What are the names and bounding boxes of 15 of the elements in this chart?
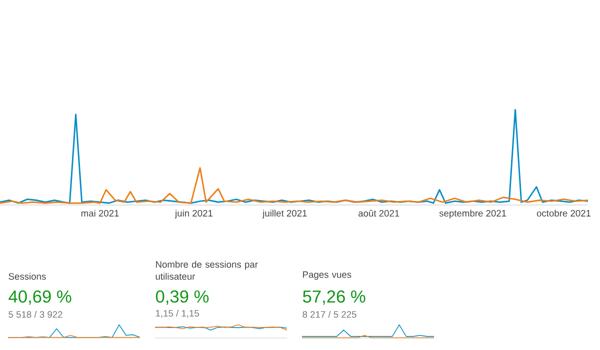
- text: 57,26 %: [302, 290, 366, 305]
- text: 8 217 / 5 225: [302, 310, 356, 318]
- text: 0,39 %: [156, 290, 209, 305]
- x-tick-label: mai 2021: [81, 210, 119, 217]
- text: 40,69 %: [8, 290, 72, 305]
- text: 1,15 / 1,15: [156, 310, 199, 318]
- x-tick-label: juillet 2021: [262, 210, 307, 218]
- chart-title: Sessions: [8, 272, 46, 280]
- x-tick-label: septembre 2021: [439, 210, 506, 218]
- text: 5 518 / 3 922: [8, 310, 62, 318]
- x-tick-label: octobre 2021: [536, 210, 591, 217]
- x-tick-label: juin 2021: [174, 210, 212, 218]
- chart-title: Nombre de sessions par utilisateur: [156, 260, 258, 280]
- x-tick-label: août 2021: [358, 210, 400, 217]
- chart-title: Pages vues: [303, 271, 352, 280]
